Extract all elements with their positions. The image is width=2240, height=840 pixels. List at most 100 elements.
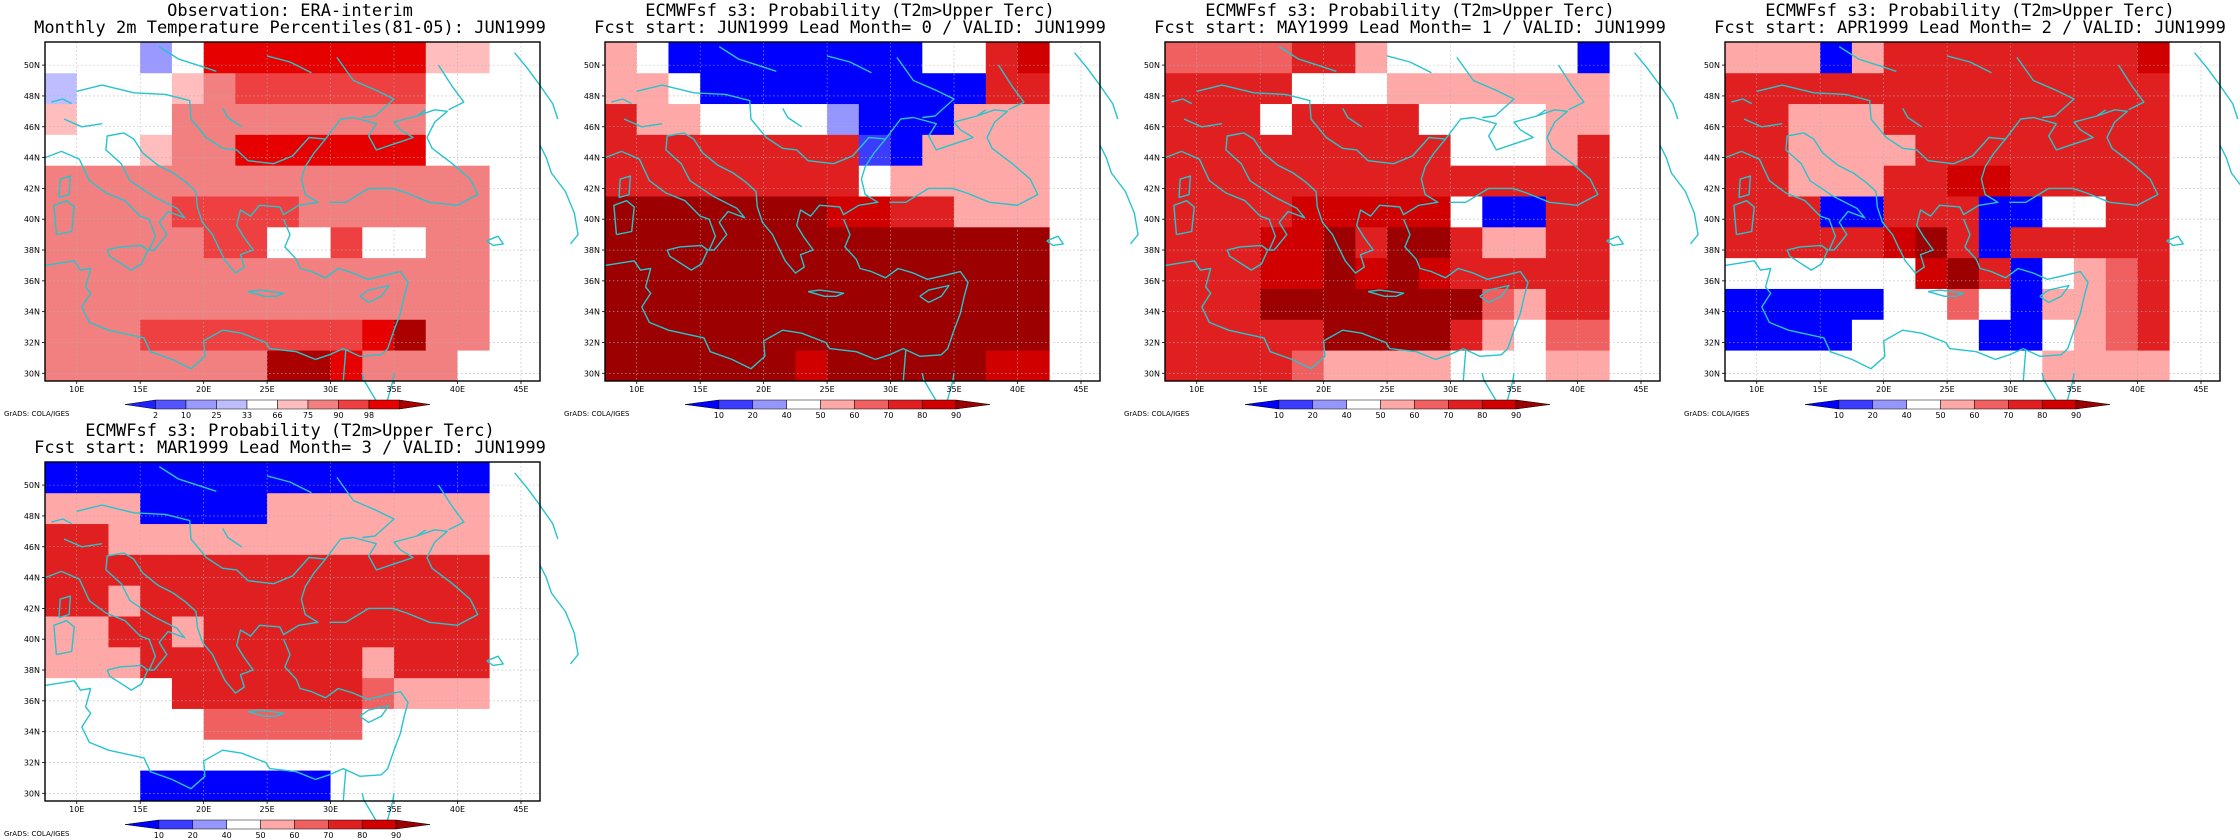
coastline-segment — [437, 484, 465, 531]
grid-cell — [1228, 288, 1261, 320]
grid-cell — [1788, 103, 1821, 135]
coastline-segment — [416, 109, 427, 117]
grid-cell — [1418, 72, 1451, 105]
x-tick-label: 10E — [1189, 385, 1204, 394]
grid-cell — [763, 42, 796, 74]
grid-cell — [1725, 319, 1758, 351]
coastline-segment — [1226, 244, 1269, 271]
grid-cell — [890, 72, 923, 105]
grid-cell — [827, 165, 860, 197]
grid-cell — [171, 677, 205, 709]
grid-cell — [1514, 226, 1547, 259]
grid-cell — [298, 103, 331, 135]
grid-cell — [267, 165, 300, 197]
grid-cell — [2105, 319, 2138, 351]
grid-cell — [890, 165, 923, 197]
coastline-segment — [44, 260, 316, 370]
coastline-segment — [1164, 260, 1436, 370]
grid-cell — [1291, 350, 1325, 382]
grid-cell — [954, 165, 987, 197]
grid-cell — [731, 226, 765, 259]
coastline-segment — [2039, 284, 2070, 304]
grads-credit: GrADS: COLA/IGES — [1124, 410, 1190, 418]
grid-cell — [1756, 226, 1789, 259]
coastline-segment — [919, 284, 950, 304]
colorbar-tick-label: 40 — [782, 411, 792, 420]
grid-cell — [668, 350, 701, 382]
grid-cell — [1260, 134, 1293, 166]
grid-cell — [954, 226, 987, 259]
grid-cell — [2042, 72, 2075, 105]
coastline-segment — [514, 472, 559, 540]
colorbar-tick-label: 80 — [917, 411, 927, 420]
grid-cell — [108, 288, 141, 320]
grid-cell — [1915, 72, 1948, 105]
coastline-segment — [902, 350, 907, 382]
grid-cell — [763, 257, 796, 289]
grid-cell — [827, 196, 860, 228]
grid-cell — [267, 257, 300, 289]
y-tick-label: 32N — [584, 338, 600, 347]
grid-cell — [2137, 72, 2170, 105]
colorbar-tick-label: 80 — [357, 831, 367, 840]
coastline-segment — [1342, 107, 1363, 128]
grid-cell — [140, 103, 173, 135]
coastline-segment — [1786, 244, 1829, 271]
grid-cell — [954, 257, 987, 289]
colorbar-swatch — [1838, 399, 1874, 410]
grid-cell — [954, 350, 987, 382]
grid-cell — [1017, 196, 1050, 228]
y-tick-label: 30N — [584, 369, 600, 378]
grid-cell — [1756, 196, 1789, 228]
grid-cell — [1355, 103, 1388, 135]
grid-cell — [1788, 134, 1821, 166]
x-tick-label: 20E — [1316, 385, 1331, 394]
grid-cell — [1260, 196, 1293, 228]
grid-cell — [731, 134, 765, 166]
grid-cell — [267, 350, 300, 382]
x-tick-label: 25E — [1939, 385, 1954, 394]
grid-cell — [330, 165, 363, 197]
coastline-segment — [1606, 235, 1624, 247]
coastline-segment — [1243, 109, 1599, 274]
map-axes: 10E 15E 20E 25E 30E 35E 40E 45E 30N 32N 34N 36N 38N 4… — [24, 461, 541, 814]
coastline-segment — [342, 350, 347, 382]
coastline-segment — [486, 655, 504, 667]
coastline-segment — [539, 144, 579, 245]
grid-cell — [267, 226, 300, 259]
grid-cell — [203, 492, 236, 525]
grid-cell — [1165, 288, 1198, 320]
grid-cell — [2010, 257, 2043, 289]
coastline-segment — [604, 260, 876, 370]
grid-cell — [1577, 165, 1610, 197]
grid-cell — [1725, 350, 1758, 382]
y-tick-label: 44N — [24, 574, 40, 583]
coastline-segment — [2022, 350, 2027, 382]
coastline-segment — [1402, 218, 1529, 361]
grid-cell — [1450, 165, 1483, 197]
colorbar-swatch — [1244, 399, 1280, 410]
grid-cell — [171, 739, 205, 771]
grid-cell — [1577, 350, 1610, 382]
y-tick-label: 42N — [24, 184, 40, 193]
grid-cell — [140, 646, 173, 679]
grid-cell — [1851, 288, 1885, 320]
coastline-segment — [1962, 218, 2089, 361]
coastline-segment — [1386, 55, 1432, 74]
grid-cell — [2074, 257, 2107, 289]
grid-cell — [362, 165, 395, 197]
coastline-segment — [2096, 109, 2107, 117]
grid-cell — [700, 103, 733, 135]
colorbar-swatch — [294, 819, 329, 830]
x-tick-label: 15E — [133, 385, 148, 394]
grid-cell — [1947, 226, 1980, 259]
colorbar-swatch — [124, 819, 160, 830]
grid-cell — [457, 462, 490, 494]
grid-cell — [2010, 226, 2043, 259]
grid-cell — [1450, 72, 1483, 105]
grid-cell — [605, 103, 638, 135]
grid-cell — [954, 196, 987, 228]
grid-cell — [2137, 196, 2170, 228]
grid-cell — [1323, 226, 1356, 259]
grid-cell — [45, 319, 78, 351]
